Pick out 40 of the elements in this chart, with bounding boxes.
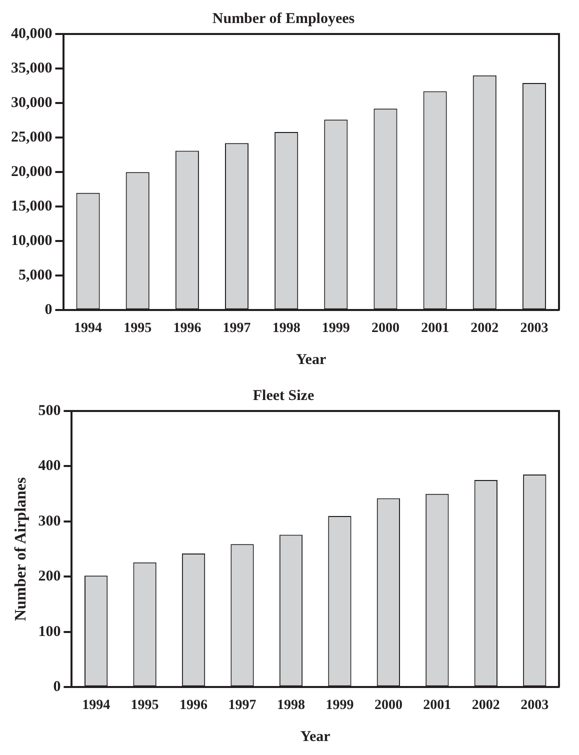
x-tick-label: 1999 xyxy=(322,321,350,336)
x-tick-label: 2000 xyxy=(371,321,400,336)
x-axis-title: Year xyxy=(300,728,331,745)
chart-title: Fleet Size xyxy=(252,388,314,404)
x-tick-label: 2003 xyxy=(520,321,548,336)
x-axis-title: Year xyxy=(296,352,326,368)
x-tick-label: 1994 xyxy=(82,698,110,714)
x-tick-label: 1994 xyxy=(74,321,102,336)
x-tick-label: 1998 xyxy=(276,698,305,714)
y-tick-label: 40,000 xyxy=(11,26,52,42)
y-tick-label: 15,000 xyxy=(11,198,52,214)
x-tick-label: 2002 xyxy=(472,698,500,714)
chart-title: Number of Employees xyxy=(212,10,355,27)
x-tick-label: 1996 xyxy=(173,321,202,336)
x-tick-label: 2000 xyxy=(374,698,402,714)
x-tick-label: 2001 xyxy=(423,698,452,714)
y-tick-label: 0 xyxy=(44,302,52,318)
y-tick-label: 300 xyxy=(38,513,61,530)
y-tick-label: 0 xyxy=(53,679,61,696)
x-tick-label: 1999 xyxy=(326,698,354,714)
y-tick-label: 5,000 xyxy=(18,268,52,284)
y-tick-label: 400 xyxy=(38,458,61,474)
y-tick-label: 30,000 xyxy=(11,94,52,111)
x-tick-label: 1995 xyxy=(124,321,152,336)
y-tick-label: 35,000 xyxy=(11,60,52,76)
y-tick-label: 10,000 xyxy=(11,233,52,250)
y-axis-title: Number of Airplanes xyxy=(12,477,30,621)
x-tick-label: 2002 xyxy=(470,321,499,336)
y-tick-label: 20,000 xyxy=(11,164,52,180)
x-tick-label: 1997 xyxy=(222,321,251,336)
x-tick-label: 1995 xyxy=(130,698,159,714)
y-tick-label: 500 xyxy=(38,402,61,419)
y-tick-label: 100 xyxy=(38,624,61,640)
y-tick-label: 200 xyxy=(38,568,61,585)
x-tick-label: 2003 xyxy=(520,698,549,714)
x-tick-label: 1997 xyxy=(228,698,256,714)
y-tick-label: 25,000 xyxy=(11,129,52,146)
x-tick-label: 1998 xyxy=(272,321,300,336)
x-tick-label: 2001 xyxy=(421,321,450,336)
x-tick-label: 1996 xyxy=(180,698,208,714)
